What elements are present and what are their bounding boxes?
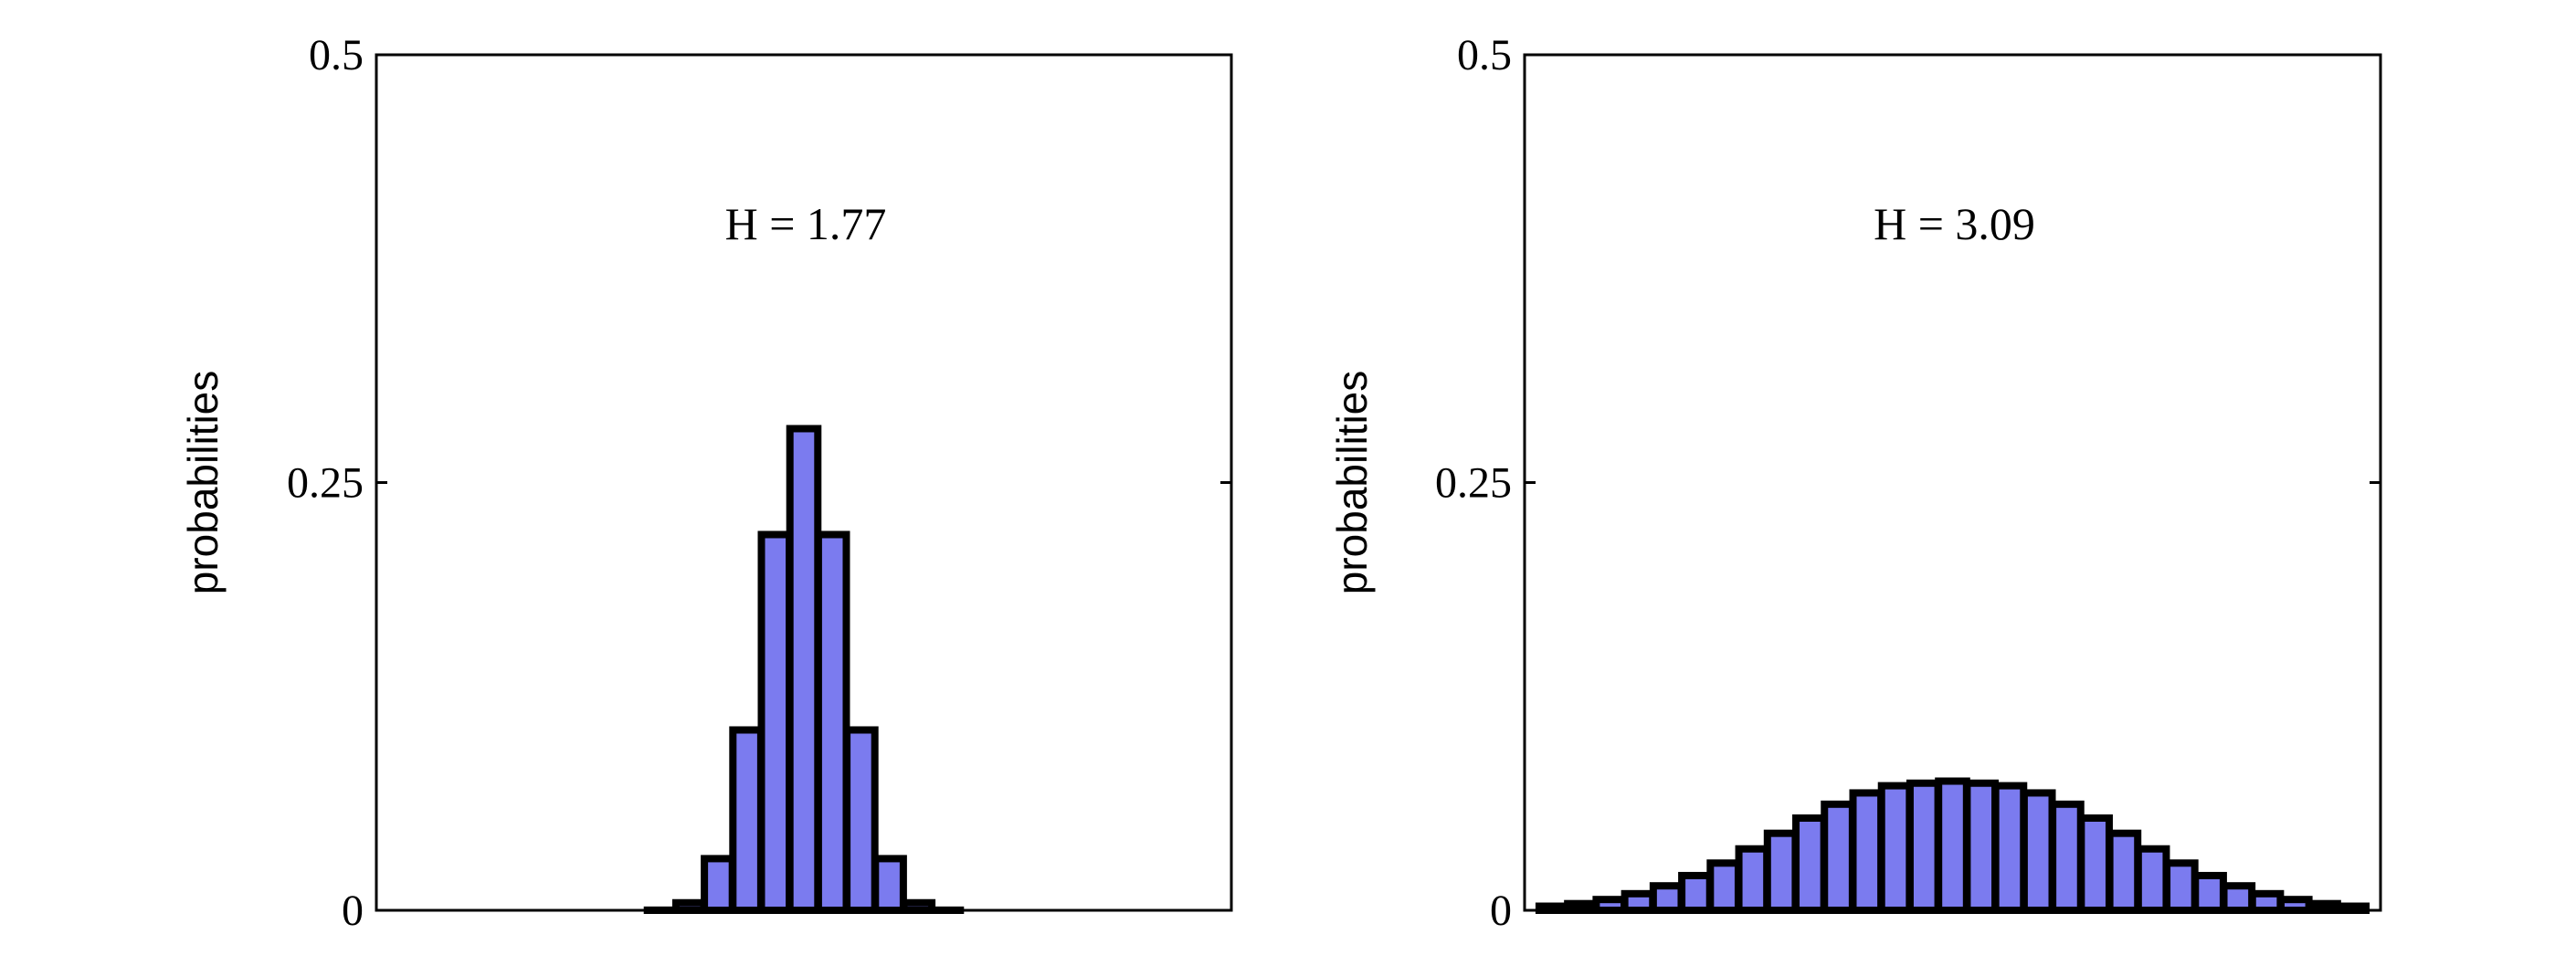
right-bar [2106,829,2142,914]
right-bar [1906,779,1942,915]
right-chart-panel: 0 0.25 0.5 probabilities H = 3.09 [1328,31,2382,935]
right-bar [1678,871,1714,915]
right-bar [1821,800,1856,914]
right-bar [2248,889,2285,915]
left-ytick-label: 0 [342,887,364,935]
left-bar [757,530,794,914]
right-bar [2163,859,2199,915]
right-bar [2277,896,2313,915]
right-ytick-label: 0.5 [1457,31,1512,79]
right-bar [2077,814,2113,914]
right-bar [1621,889,1657,915]
right-bar [1792,814,1828,914]
left-ytick-label: 0.5 [309,31,364,79]
right-bar [2134,845,2170,914]
right-ytick-label: 0.25 [1435,459,1512,508]
right-bar [1735,845,1771,914]
left-entropy-annotation: H = 1.77 [725,198,887,249]
left-bar [701,855,736,914]
left-ytick-label: 0.25 [287,459,364,508]
right-bar [1849,789,1885,914]
left-ylabel: probabilities [179,371,227,594]
right-bar [2020,789,2056,914]
right-entropy-annotation: H = 3.09 [1874,198,2035,249]
right-bar [1991,782,2028,914]
right-bar [1963,779,2000,915]
left-bar [814,530,850,914]
right-bar [1935,777,1970,915]
right-bar [2049,800,2085,914]
right-bar [2191,871,2227,915]
right-bar [1649,882,1685,915]
right-bar [1706,859,1742,915]
left-bar [786,425,822,915]
left-bar [729,726,765,914]
right-ytick-label: 0 [1490,887,1512,935]
right-bar [1592,896,1629,915]
right-ylabel: probabilities [1328,371,1376,594]
left-bar [871,855,907,914]
right-bar [2220,882,2256,915]
right-bar [1877,782,1914,914]
left-chart-panel: 0 0.25 0.5 probabilities H = 1.77 [179,31,1233,935]
right-bar [1763,829,1800,914]
left-bar [843,726,879,914]
